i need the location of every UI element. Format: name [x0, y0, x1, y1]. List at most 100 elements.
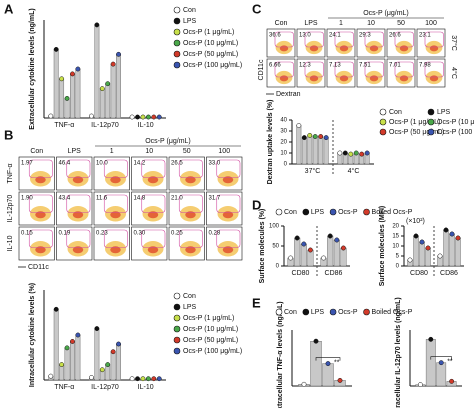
- bar: [64, 98, 70, 119]
- column-label: 1: [110, 148, 114, 155]
- legend-marker: [173, 325, 181, 333]
- column-label: Con: [275, 20, 288, 27]
- column-label: 100: [218, 148, 230, 155]
- legend-label: Ocs-P (100 μg/mL): [437, 129, 474, 136]
- bar-dot: [443, 227, 449, 233]
- legend-marker: [275, 308, 283, 316]
- gate: [394, 61, 414, 78]
- gate-value: 7.98: [419, 63, 431, 69]
- y-tick-label: 0: [396, 264, 400, 270]
- bar-dot: [110, 61, 116, 67]
- gate-value: 46.4: [59, 161, 71, 167]
- y-axis-label: Extracellular IL-12p70 levels (ng/mL): [395, 297, 402, 408]
- gate-value: 33.0: [209, 161, 221, 167]
- bar: [94, 24, 100, 119]
- bar: [425, 247, 431, 267]
- y-tick-label: 30: [280, 129, 287, 135]
- bar-dot: [53, 46, 59, 52]
- legend-marker: [173, 303, 181, 311]
- bar-dot: [342, 150, 348, 156]
- bar: [436, 362, 447, 387]
- bar: [105, 83, 111, 119]
- bar-dot: [449, 378, 455, 384]
- bar: [75, 334, 81, 381]
- bar: [307, 135, 313, 165]
- bar-dot: [301, 381, 307, 387]
- legend-marker: [173, 336, 181, 344]
- group-label: IL-12p70: [91, 384, 119, 391]
- bar-dot: [307, 132, 313, 138]
- legend-marker: [173, 292, 181, 300]
- column-label: LPS: [304, 20, 318, 27]
- cell-core: [222, 211, 234, 219]
- legend-marker: [173, 17, 181, 25]
- bar-dot: [151, 376, 157, 382]
- group-label: TNF-α: [54, 384, 74, 391]
- group-label: CD86: [440, 270, 458, 277]
- column-label: 50: [397, 20, 405, 27]
- legend-marker: [329, 208, 337, 216]
- cell-core: [429, 75, 439, 82]
- gate: [178, 194, 203, 213]
- y-tick-label: 20: [392, 224, 399, 230]
- bar: [322, 363, 334, 387]
- bar-dot: [94, 326, 100, 331]
- legend-label: Ocs-P (50 μg/mL): [389, 129, 444, 136]
- legend-label: LPS: [183, 18, 197, 25]
- legend-label: Con: [183, 293, 196, 300]
- bar-dot: [105, 81, 111, 87]
- y-axis-label: CD11c: [258, 59, 265, 80]
- gate-value: 14.2: [134, 161, 146, 167]
- y-tick-label: 20: [280, 140, 287, 146]
- bar-dot: [105, 362, 111, 367]
- bar: [327, 235, 334, 267]
- gate-value: 0.19: [59, 231, 71, 237]
- cell-core: [35, 176, 46, 184]
- y-axis-label: Extracellular cytokine levels (ng/mL): [29, 8, 36, 129]
- column-label: 10: [145, 148, 153, 155]
- group-label: IL-12p70: [91, 122, 119, 129]
- cell-core: [35, 211, 46, 219]
- cell-core: [147, 246, 159, 254]
- gate: [103, 159, 128, 178]
- y-tick-label: 15: [392, 234, 399, 240]
- gate: [334, 61, 354, 78]
- legend-marker: [275, 208, 283, 216]
- bar-dot: [129, 114, 135, 120]
- column-label: 10: [367, 20, 375, 27]
- y-tick-label: 5: [396, 254, 400, 260]
- gate: [304, 31, 324, 48]
- gate: [216, 229, 241, 248]
- bar-dot: [437, 253, 443, 259]
- cell-core: [399, 75, 409, 82]
- legend-label: Con: [284, 209, 297, 216]
- row-label: TNF-α: [7, 164, 14, 184]
- gate-value: 0.28: [209, 231, 221, 237]
- bar-dot: [48, 373, 54, 379]
- gate-value: 0.30: [134, 231, 146, 237]
- column-label: Con: [30, 148, 43, 155]
- sig-bracket: [430, 356, 452, 360]
- legend-marker: [173, 61, 181, 69]
- legend-label: Ocs-P (100 μg/mL): [183, 348, 242, 355]
- bar: [455, 237, 461, 267]
- bar: [116, 54, 121, 119]
- cell-core: [279, 75, 289, 82]
- cell-core: [222, 246, 234, 254]
- row-label: 37°C: [450, 35, 458, 51]
- bar: [110, 351, 116, 381]
- cell-core: [369, 45, 379, 52]
- x-axis-label: CD11c: [28, 264, 49, 271]
- cell-core: [309, 75, 319, 82]
- bar: [300, 243, 307, 267]
- gate: [66, 194, 91, 213]
- cell-core: [147, 176, 159, 184]
- gate: [28, 229, 53, 248]
- cell-core: [222, 176, 234, 184]
- legend-label: Boiled Ocs-P: [372, 209, 413, 216]
- legend-marker: [379, 108, 387, 116]
- legend-marker: [302, 208, 310, 216]
- legend-label: Ocs-P (10 μg/mL): [437, 119, 474, 126]
- cell-core: [185, 176, 196, 184]
- gate-value: 0.23: [96, 231, 108, 237]
